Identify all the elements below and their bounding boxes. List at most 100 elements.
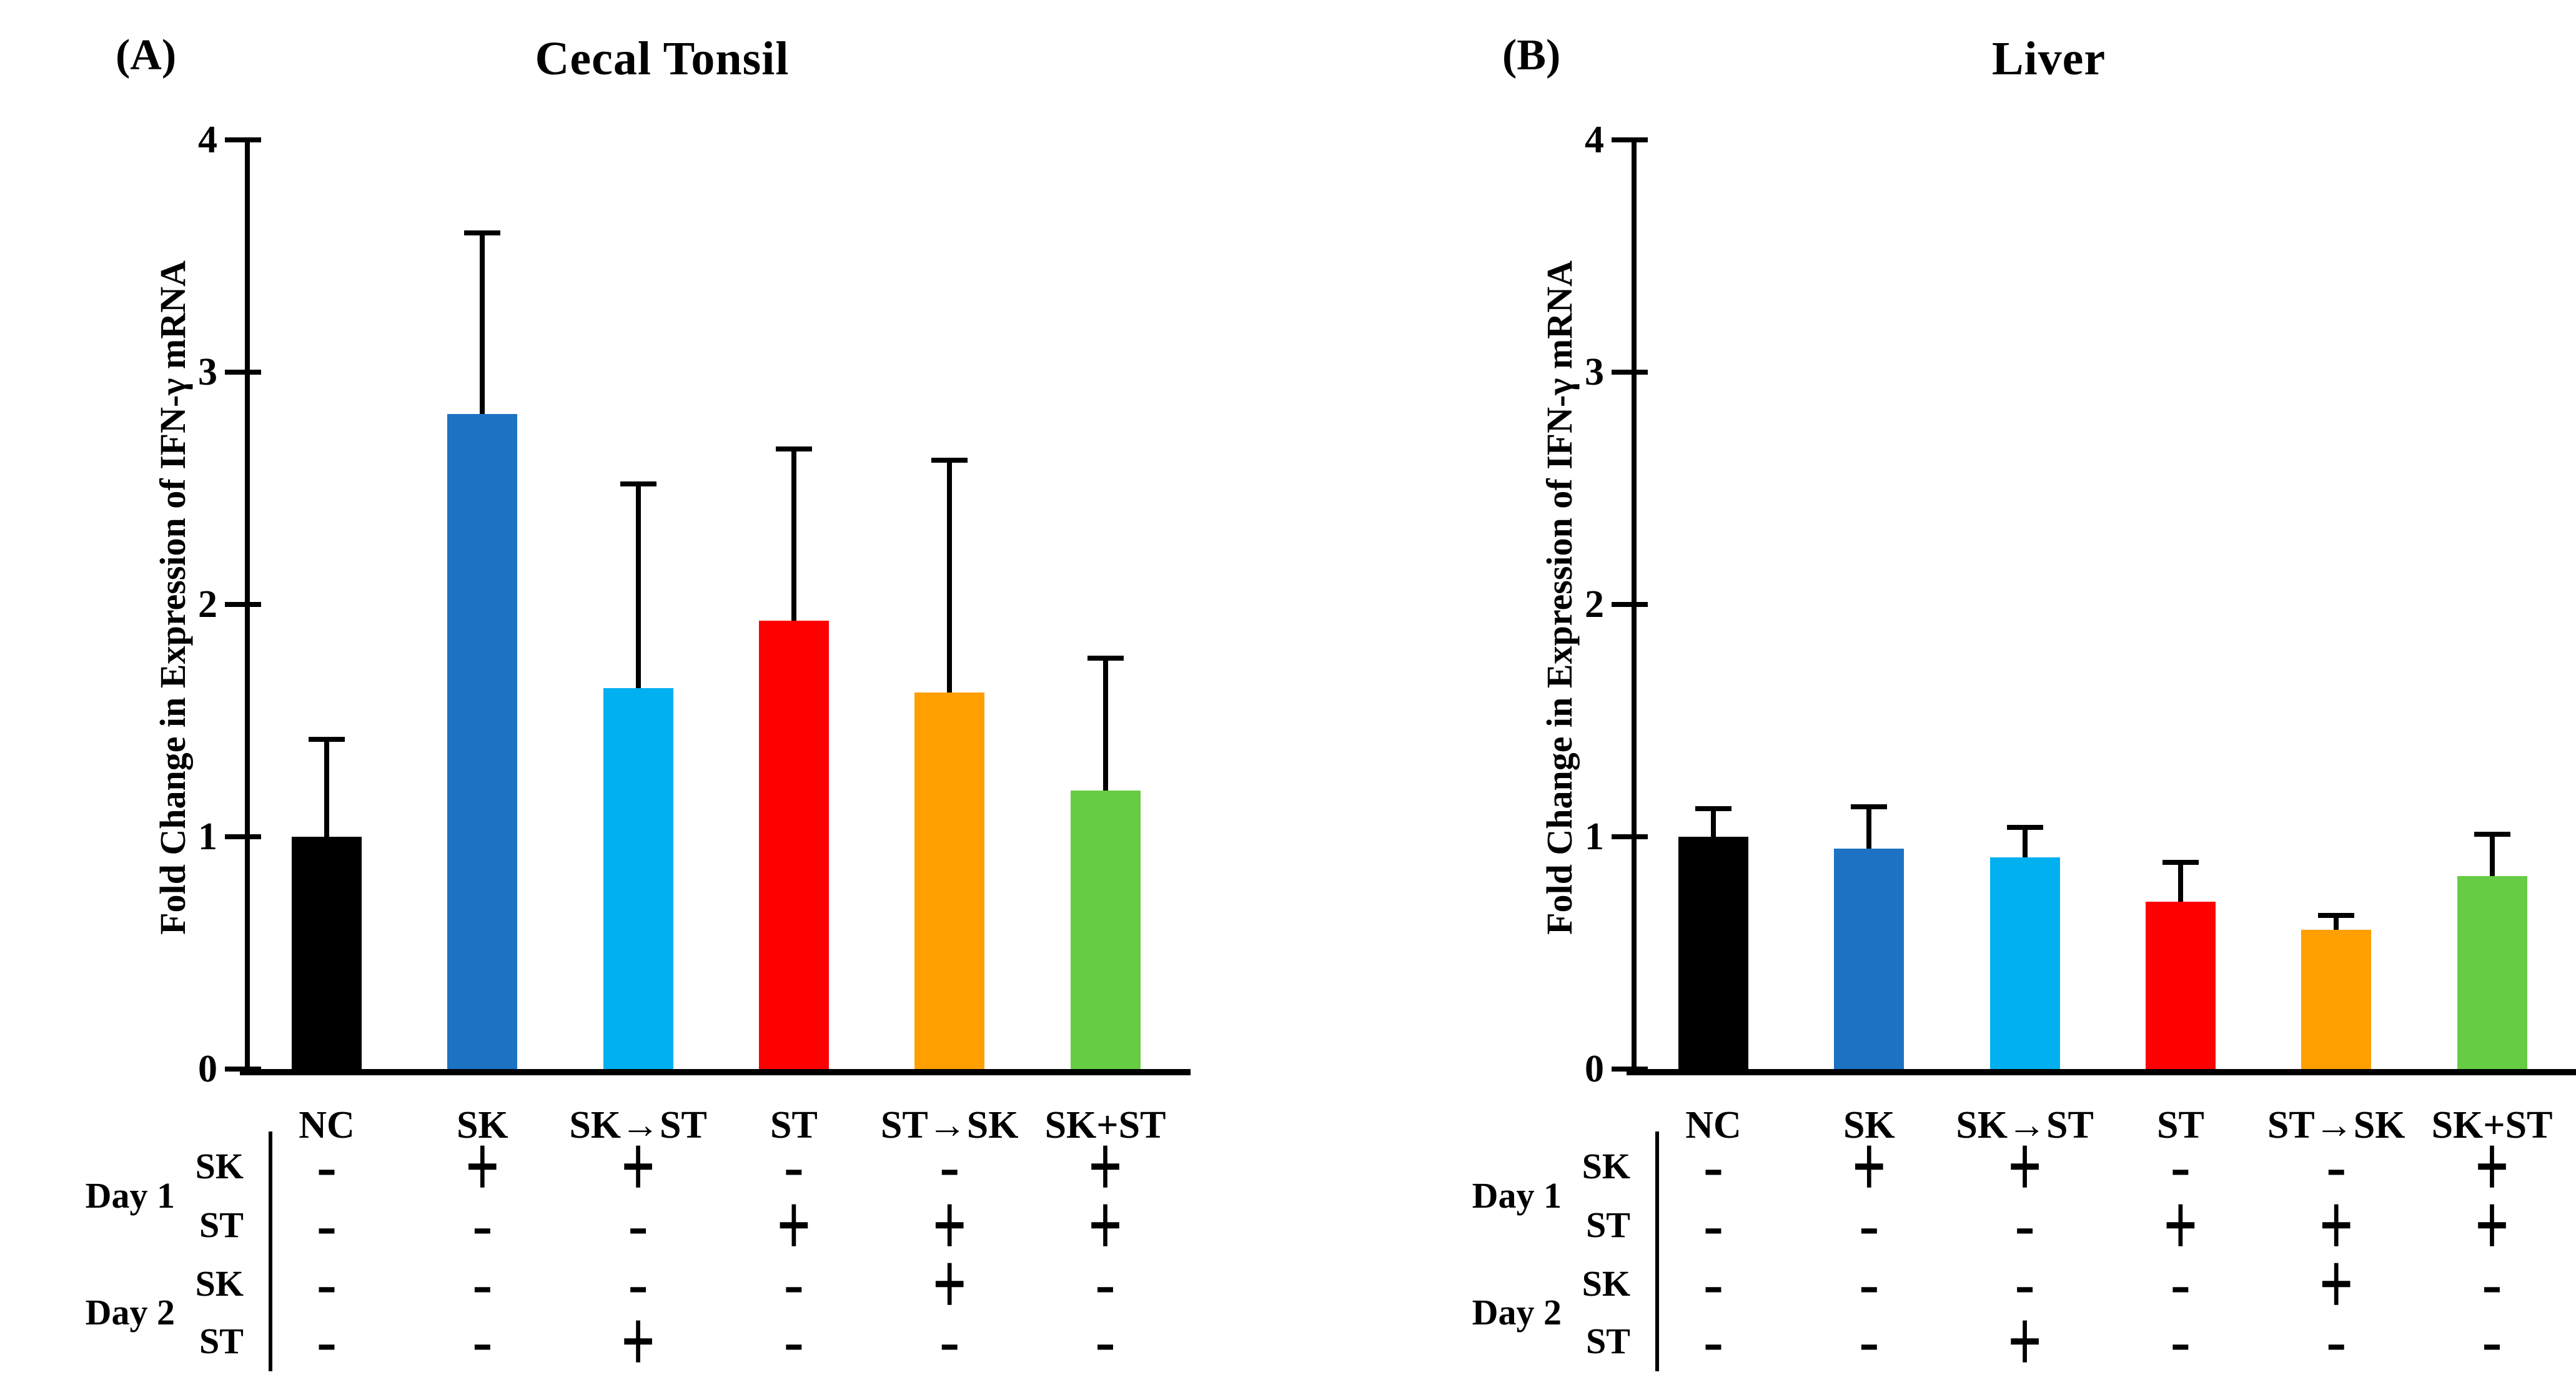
bar-sk+st: [2457, 876, 2527, 1069]
y-tick: [1612, 137, 1648, 142]
x-tick-label-nc: NC: [299, 1104, 355, 1146]
bar-sk: [1834, 849, 1905, 1069]
table-agent-label: SK: [195, 1146, 244, 1186]
treatment-cell: -: [1095, 1250, 1116, 1317]
treatment-cell: +: [932, 1233, 967, 1334]
error-bar-sk: [480, 233, 485, 415]
treatment-cell: -: [783, 1250, 804, 1317]
error-cap-st: [2162, 860, 2199, 865]
error-cap-nc: [309, 737, 345, 742]
error-bar-st-sk: [2334, 915, 2339, 931]
x-tick-label-sk: SK: [456, 1104, 508, 1146]
treatment-cell: +: [1088, 1116, 1122, 1216]
treatment-cell: +: [776, 1175, 811, 1275]
treatment-cell: +: [2008, 1116, 2042, 1216]
x-tick-label-sk-st: SK→ST: [1956, 1104, 2094, 1146]
treatment-cell: -: [472, 1308, 493, 1374]
table-day-label: Day 1: [85, 1175, 175, 1216]
x-tick-label-sk+st: SK+ST: [1044, 1104, 1166, 1146]
x-tick-label-sk: SK: [1843, 1104, 1895, 1146]
table-agent-label: ST: [199, 1321, 244, 1361]
table-day-label: Day 2: [85, 1292, 175, 1333]
treatment-cell: -: [317, 1308, 337, 1374]
treatment-cell: +: [465, 1116, 500, 1216]
x-tick-label-sk+st: SK+ST: [2431, 1104, 2553, 1146]
treatment-cell: -: [2326, 1308, 2347, 1374]
error-bar-sk+st: [2489, 834, 2495, 877]
bar-sk-st: [603, 688, 673, 1069]
panel-liver: (B) Liver Fold Change in Expression of I…: [1387, 0, 2576, 1400]
error-bar-nc: [1711, 809, 1716, 838]
bar-st: [2145, 902, 2216, 1069]
table-agent-label: ST: [1586, 1321, 1630, 1361]
y-tick: [225, 370, 261, 375]
treatment-cell: -: [939, 1133, 960, 1200]
treatment-cell: -: [783, 1308, 804, 1374]
treatment-cell: -: [1859, 1250, 1880, 1317]
treatment-cell: +: [1851, 1116, 1886, 1216]
y-tick-label: 1: [198, 816, 217, 858]
y-tick-label: 2: [1585, 583, 1604, 626]
bar-st-sk: [914, 693, 985, 1069]
bar-nc: [1678, 837, 1748, 1069]
y-tick: [1612, 1067, 1648, 1072]
treatment-cell: +: [1088, 1175, 1122, 1275]
y-axis-line: [1632, 140, 1637, 1074]
treatment-cell: -: [317, 1191, 337, 1258]
treatment-cell: -: [2482, 1250, 2502, 1317]
error-bar-sk: [1866, 807, 1872, 850]
y-tick-label: 2: [198, 583, 217, 626]
error-cap-st-sk: [2318, 913, 2355, 918]
treatment-cell: -: [472, 1250, 493, 1317]
error-bar-st: [2177, 862, 2183, 903]
x-tick-label-sk-st: SK→ST: [569, 1104, 707, 1146]
error-cap-sk+st: [2474, 832, 2510, 837]
x-tick-label-st-sk: ST→SK: [880, 1104, 1019, 1146]
error-bar-sk-st: [2022, 827, 2028, 859]
treatment-cell: +: [2475, 1116, 2509, 1216]
bar-st-sk: [2301, 930, 2372, 1069]
error-bar-sk-st: [635, 484, 641, 689]
treatment-cell: -: [939, 1308, 960, 1374]
y-axis-line: [245, 140, 250, 1074]
treatment-cell: -: [628, 1250, 648, 1317]
bar-sk+st: [1070, 791, 1141, 1069]
treatment-cell: +: [2163, 1175, 2198, 1275]
error-cap-sk+st: [1087, 656, 1124, 661]
error-bar-st: [791, 449, 796, 622]
treatment-cell: -: [783, 1133, 804, 1200]
y-tick: [225, 1067, 261, 1072]
bar-nc: [292, 837, 362, 1069]
error-cap-st: [775, 446, 812, 451]
error-cap-sk-st: [2006, 825, 2043, 830]
error-bar-sk+st: [1102, 658, 1108, 792]
error-cap-sk: [1851, 804, 1888, 809]
treatment-cell: -: [2170, 1308, 2191, 1374]
y-tick: [225, 602, 261, 607]
y-tick-label: 3: [1585, 351, 1604, 393]
treatment-cell: +: [2319, 1233, 2354, 1334]
treatment-cell: -: [1095, 1308, 1116, 1374]
bar-sk: [447, 414, 518, 1069]
table-day-label: Day 1: [1472, 1175, 1562, 1216]
treatment-cell: -: [1703, 1133, 1723, 1200]
treatment-cell: +: [2319, 1175, 2354, 1275]
panel-label: (A): [116, 31, 177, 79]
treatment-cell: -: [2170, 1250, 2191, 1317]
treatment-cell: -: [2014, 1250, 2035, 1317]
y-tick-label: 3: [198, 351, 217, 393]
treatment-cell: -: [2482, 1308, 2502, 1374]
treatment-cell: -: [2014, 1191, 2035, 1258]
y-tick: [1612, 602, 1648, 607]
error-cap-sk-st: [620, 481, 656, 486]
treatment-cell: -: [1859, 1308, 1880, 1374]
y-tick-label: 0: [198, 1048, 217, 1090]
treatment-cell: -: [1703, 1250, 1723, 1317]
treatment-table-rule: [1655, 1131, 1659, 1371]
treatment-cell: -: [317, 1250, 337, 1317]
treatment-cell: -: [628, 1191, 648, 1258]
y-tick: [1612, 370, 1648, 375]
treatment-cell: -: [2326, 1133, 2347, 1200]
y-tick-label: 4: [1585, 119, 1604, 161]
